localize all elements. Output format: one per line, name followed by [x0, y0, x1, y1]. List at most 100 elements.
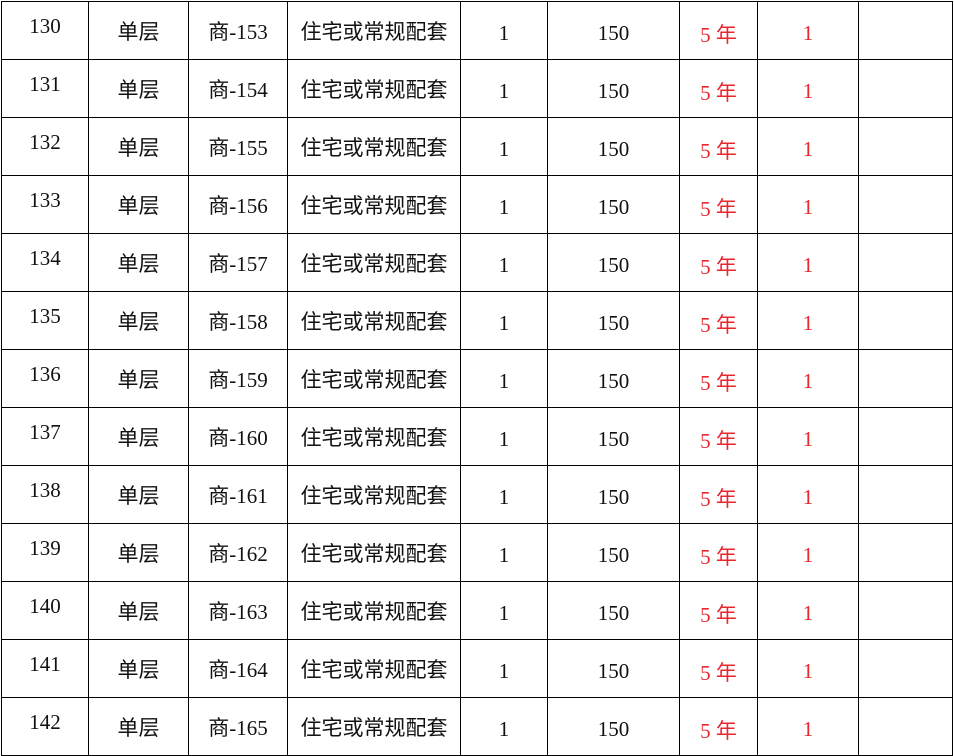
row-number-cell: 132 [1, 117, 89, 176]
term-cell: 5 年 [679, 291, 758, 350]
usage-cell: 住宅或常规配套 [287, 117, 461, 176]
quantity-cell: 1 [460, 291, 548, 350]
usage-cell: 住宅或常规配套 [287, 523, 461, 582]
remark-cell [858, 117, 953, 176]
usage-cell: 住宅或常规配套 [287, 291, 461, 350]
term-cell: 5 年 [679, 349, 758, 408]
quantity-cell: 1 [460, 581, 548, 640]
row-number-cell: 140 [1, 581, 89, 640]
remark-cell [858, 523, 953, 582]
unit-code-cell: 商-164 [188, 639, 288, 698]
unit-code-cell: 商-161 [188, 465, 288, 524]
count-cell: 1 [757, 349, 859, 408]
quantity-cell: 1 [460, 117, 548, 176]
area-cell: 150 [547, 465, 680, 524]
quantity-cell: 1 [460, 523, 548, 582]
quantity-cell: 1 [460, 175, 548, 234]
term-cell: 5 年 [679, 59, 758, 118]
row-number-cell: 130 [1, 1, 89, 60]
area-cell: 150 [547, 175, 680, 234]
unit-code-cell: 商-157 [188, 233, 288, 292]
usage-cell: 住宅或常规配套 [287, 407, 461, 466]
quantity-cell: 1 [460, 407, 548, 466]
term-cell: 5 年 [679, 639, 758, 698]
count-cell: 1 [757, 465, 859, 524]
remark-cell [858, 291, 953, 350]
floor-type-cell: 单层 [88, 233, 189, 292]
floor-type-cell: 单层 [88, 581, 189, 640]
remark-cell [858, 349, 953, 408]
row-number-cell: 141 [1, 639, 89, 698]
area-cell: 150 [547, 233, 680, 292]
floor-type-cell: 单层 [88, 407, 189, 466]
usage-cell: 住宅或常规配套 [287, 639, 461, 698]
unit-code-cell: 商-156 [188, 175, 288, 234]
term-cell: 5 年 [679, 1, 758, 60]
area-cell: 150 [547, 117, 680, 176]
unit-code-cell: 商-165 [188, 697, 288, 756]
remark-cell [858, 233, 953, 292]
area-cell: 150 [547, 639, 680, 698]
remark-cell [858, 581, 953, 640]
unit-code-cell: 商-154 [188, 59, 288, 118]
unit-code-cell: 商-153 [188, 1, 288, 60]
remark-cell [858, 59, 953, 118]
count-cell: 1 [757, 639, 859, 698]
remark-cell [858, 407, 953, 466]
term-cell: 5 年 [679, 581, 758, 640]
count-cell: 1 [757, 407, 859, 466]
count-cell: 1 [757, 59, 859, 118]
floor-type-cell: 单层 [88, 697, 189, 756]
area-cell: 150 [547, 349, 680, 408]
floor-type-cell: 单层 [88, 117, 189, 176]
unit-code-cell: 商-158 [188, 291, 288, 350]
quantity-cell: 1 [460, 233, 548, 292]
area-cell: 150 [547, 1, 680, 60]
row-number-cell: 134 [1, 233, 89, 292]
row-number-cell: 136 [1, 349, 89, 408]
area-cell: 150 [547, 407, 680, 466]
floor-type-cell: 单层 [88, 1, 189, 60]
count-cell: 1 [757, 117, 859, 176]
term-cell: 5 年 [679, 523, 758, 582]
area-cell: 150 [547, 291, 680, 350]
row-number-cell: 135 [1, 291, 89, 350]
quantity-cell: 1 [460, 349, 548, 408]
quantity-cell: 1 [460, 697, 548, 756]
remark-cell [858, 465, 953, 524]
count-cell: 1 [757, 581, 859, 640]
floor-type-cell: 单层 [88, 639, 189, 698]
row-number-cell: 131 [1, 59, 89, 118]
remark-cell [858, 639, 953, 698]
unit-code-cell: 商-155 [188, 117, 288, 176]
quantity-cell: 1 [460, 59, 548, 118]
unit-code-cell: 商-159 [188, 349, 288, 408]
count-cell: 1 [757, 233, 859, 292]
term-cell: 5 年 [679, 117, 758, 176]
usage-cell: 住宅或常规配套 [287, 697, 461, 756]
row-number-cell: 133 [1, 175, 89, 234]
quantity-cell: 1 [460, 1, 548, 60]
remark-cell [858, 1, 953, 60]
area-cell: 150 [547, 523, 680, 582]
area-cell: 150 [547, 581, 680, 640]
remark-cell [858, 697, 953, 756]
remark-cell [858, 175, 953, 234]
count-cell: 1 [757, 1, 859, 60]
floor-type-cell: 单层 [88, 523, 189, 582]
row-number-cell: 142 [1, 697, 89, 756]
floor-type-cell: 单层 [88, 175, 189, 234]
quantity-cell: 1 [460, 465, 548, 524]
